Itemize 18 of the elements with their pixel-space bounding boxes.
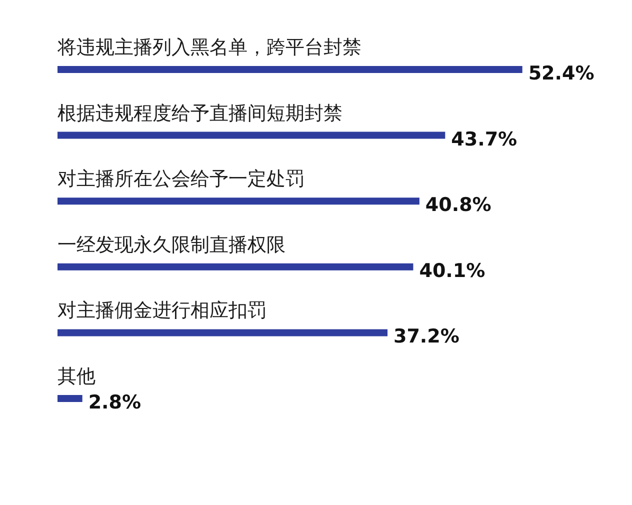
data-label: 37.2% (393, 326, 460, 348)
bar (58, 132, 446, 139)
bar (58, 263, 414, 270)
data-label: 40.8% (425, 194, 492, 216)
bar (58, 395, 82, 402)
y-tick-label: 将违规主播列入黑名单，跨平台封禁 (56, 36, 362, 58)
bar (58, 198, 420, 205)
bar (58, 66, 522, 73)
data-label: 52.4% (528, 62, 594, 84)
data-label: 40.1% (419, 260, 486, 282)
y-tick-label: 对主播佣金进行相应扣罚 (58, 300, 266, 322)
data-label: 43.7% (451, 128, 518, 150)
data-label: 2.8% (88, 392, 142, 414)
bar (58, 329, 388, 336)
y-tick-label: 根据违规程度给予直播间短期封禁 (58, 102, 342, 124)
y-tick-label: 其他 (58, 366, 96, 388)
y-tick-label: 一经发现永久限制直播权限 (58, 234, 286, 256)
y-tick-label: 对主播所在公会给予一定处罚 (58, 168, 304, 190)
